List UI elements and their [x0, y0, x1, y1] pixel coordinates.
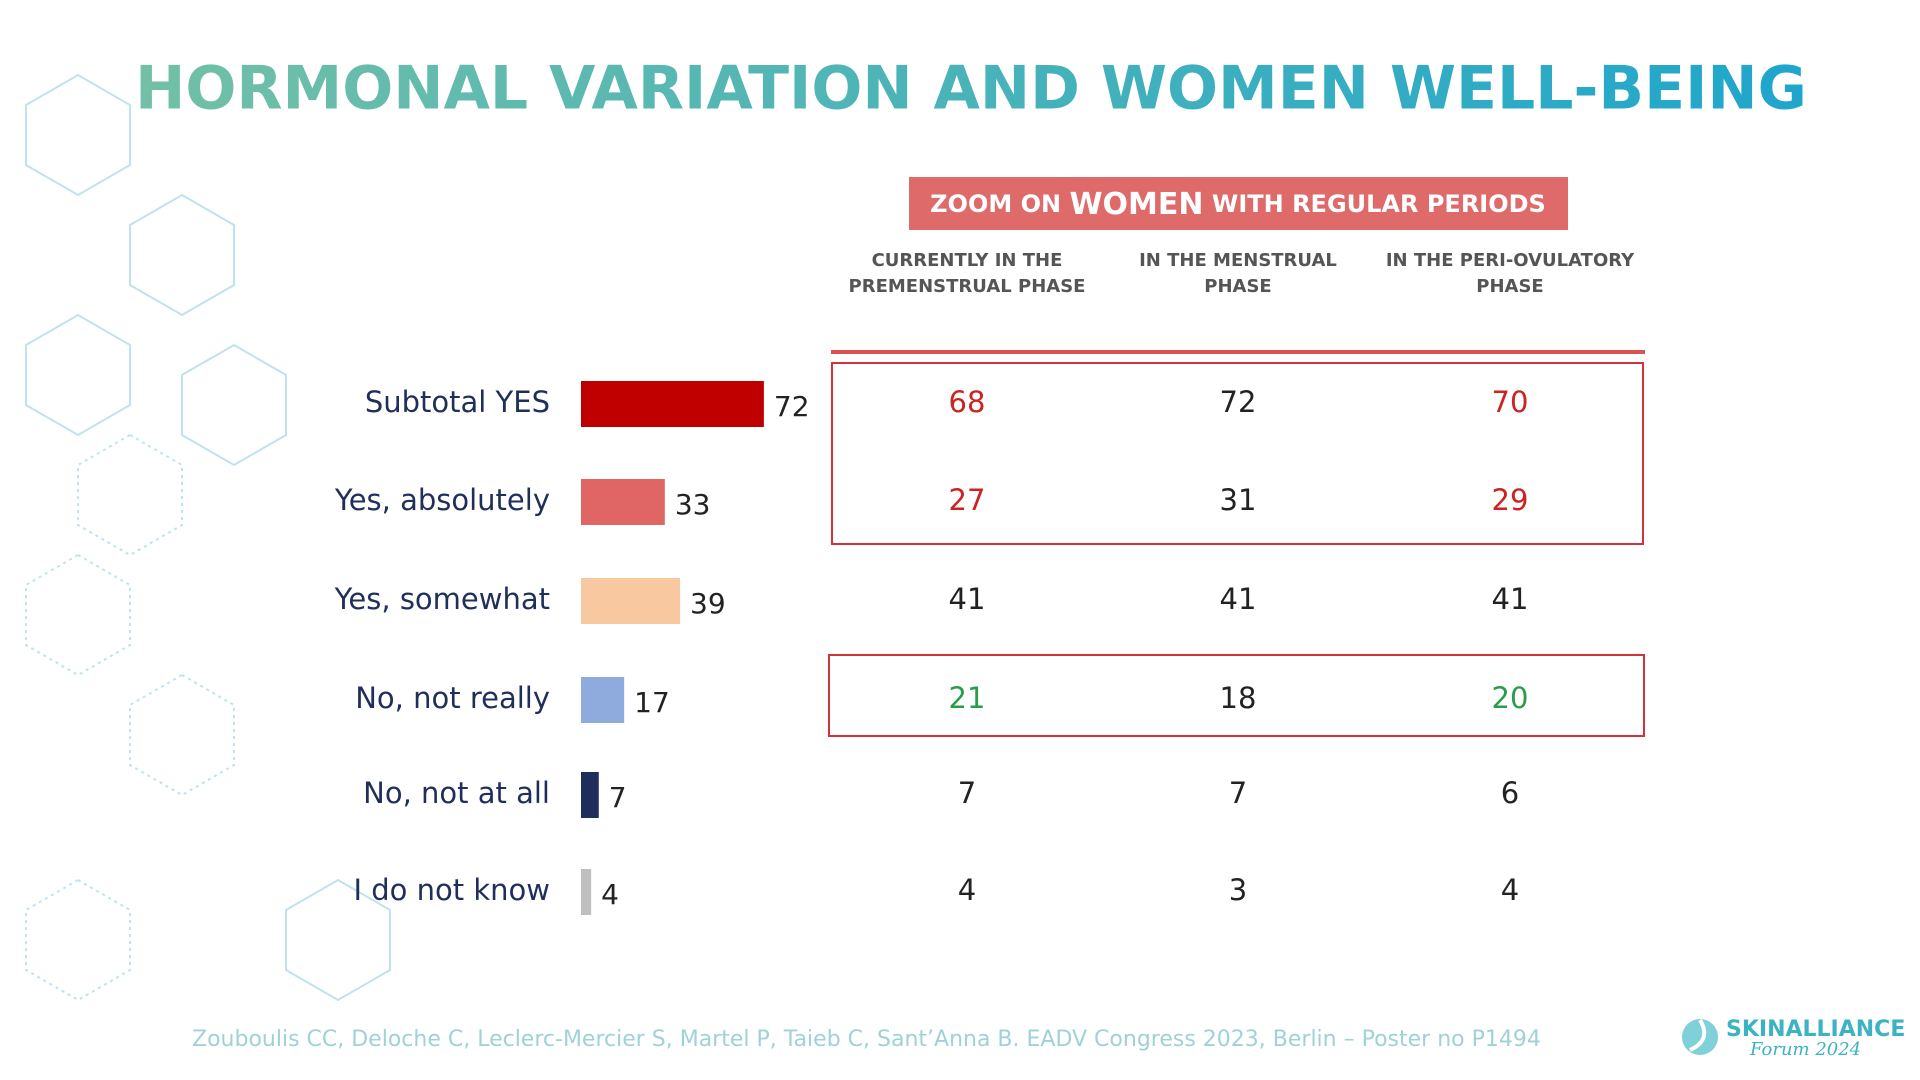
table-cell: 4 — [958, 873, 976, 907]
bar — [581, 677, 625, 723]
bar — [581, 381, 764, 427]
logo-name: SKINALLIANCE — [1726, 1017, 1905, 1042]
category-label: No, not at all — [363, 776, 550, 810]
table-cell: 68 — [949, 385, 986, 419]
value-label: 33 — [675, 488, 711, 521]
chart-title: HORMONAL VARIATION AND WOMEN WELL-BEING — [135, 54, 1807, 124]
zoom-banner — [909, 177, 1568, 230]
highlight-box — [831, 362, 1644, 545]
value-label: 17 — [634, 686, 670, 719]
table-cell: 41 — [1492, 582, 1529, 616]
hexagon-background — [25, 73, 391, 1002]
zoom-title: ZOOM ON WOMEN WITH REGULAR PERIODS — [930, 187, 1546, 222]
table-cell: 70 — [1492, 385, 1529, 419]
zoom-title-part: ZOOM ON — [930, 190, 1069, 218]
logo: SKINALLIANCE Forum 2024 — [1682, 1017, 1905, 1060]
column-header: CURRENTLY IN THE PREMENSTRUAL PHASE — [848, 250, 1086, 297]
zoom-title-part: WOMEN — [1069, 187, 1203, 222]
value-label: 39 — [690, 587, 726, 620]
bar — [581, 869, 592, 915]
table-cell: 29 — [1492, 483, 1529, 517]
zoom-title-part: WITH REGULAR PERIODS — [1204, 190, 1546, 218]
logo-tagline: Forum 2024 — [1749, 1039, 1861, 1060]
category-label: I do not know — [354, 873, 551, 907]
table-cell: 27 — [949, 483, 986, 517]
bar — [581, 479, 665, 525]
column-header: IN THE PERI-OVULATORY PHASE — [1385, 250, 1635, 297]
value-label: 7 — [609, 781, 627, 814]
table-cell: 7 — [958, 776, 976, 810]
table-cell: 3 — [1229, 873, 1247, 907]
column-header: IN THE MENSTRUAL PHASE — [1139, 250, 1337, 297]
category-label: Subtotal YES — [365, 385, 550, 419]
table-cell: 21 — [949, 681, 986, 715]
table-cell: 41 — [949, 582, 986, 616]
table-cell: 72 — [1220, 385, 1257, 419]
bar — [581, 578, 681, 624]
table-cell: 20 — [1492, 681, 1529, 715]
table-cell: 4 — [1501, 873, 1519, 907]
category-label: Yes, somewhat — [334, 582, 550, 616]
table-cell: 41 — [1220, 582, 1257, 616]
table-cell: 7 — [1229, 776, 1247, 810]
category-label: No, not really — [355, 681, 550, 715]
value-label: 72 — [774, 390, 810, 423]
table-cell: 18 — [1220, 681, 1257, 715]
table-cell: 6 — [1501, 776, 1519, 810]
value-label: 4 — [601, 878, 619, 911]
citation: Zouboulis CC, Deloche C, Leclerc-Mercier… — [192, 1027, 1541, 1052]
highlight-box — [828, 654, 1645, 737]
bar — [581, 772, 599, 818]
table-cell: 31 — [1220, 483, 1257, 517]
category-label: Yes, absolutely — [334, 483, 550, 517]
